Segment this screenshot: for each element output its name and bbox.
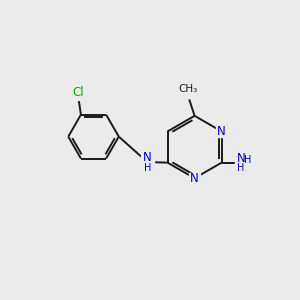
Bar — [216, 126, 227, 137]
Text: N: N — [143, 151, 152, 164]
Text: N: N — [217, 125, 226, 138]
Text: H: H — [144, 163, 151, 173]
Text: N: N — [237, 152, 245, 165]
Text: N: N — [190, 172, 199, 185]
Text: CH₃: CH₃ — [178, 84, 197, 94]
Bar — [235, 157, 247, 169]
Bar — [141, 155, 154, 169]
Bar — [189, 173, 200, 184]
Text: Cl: Cl — [73, 86, 84, 99]
Text: H: H — [244, 155, 251, 165]
Text: H: H — [237, 163, 244, 173]
Bar — [72, 86, 85, 100]
